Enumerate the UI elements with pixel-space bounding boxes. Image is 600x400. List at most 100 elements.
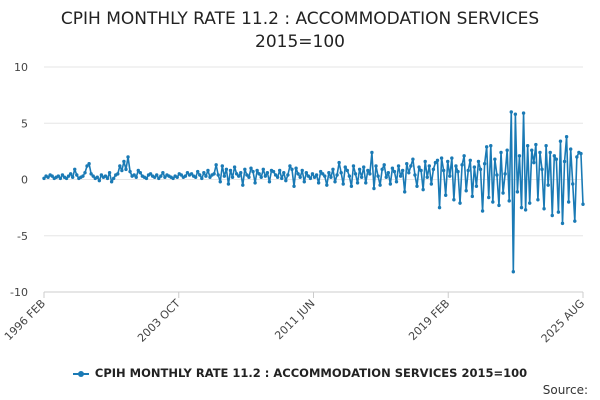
data-point[interactable]	[384, 175, 388, 179]
data-point[interactable]	[290, 167, 294, 172]
data-point[interactable]	[251, 169, 255, 174]
data-point[interactable]	[335, 173, 339, 177]
data-point[interactable]	[202, 171, 206, 175]
data-point[interactable]	[300, 168, 304, 173]
data-point[interactable]	[562, 159, 567, 164]
data-point[interactable]	[243, 167, 247, 172]
data-point[interactable]	[341, 182, 345, 186]
data-point[interactable]	[392, 169, 397, 174]
data-point[interactable]	[193, 175, 198, 179]
data-point[interactable]	[144, 176, 149, 181]
data-point[interactable]	[466, 168, 470, 173]
data-point[interactable]	[443, 193, 448, 197]
data-point[interactable]	[249, 166, 253, 170]
data-point[interactable]	[323, 174, 327, 178]
data-point[interactable]	[196, 169, 200, 174]
data-point[interactable]	[337, 160, 341, 165]
data-point[interactable]	[81, 174, 85, 178]
data-point[interactable]	[161, 171, 165, 175]
data-point[interactable]	[530, 148, 534, 152]
data-point[interactable]	[230, 175, 235, 179]
data-point[interactable]	[534, 142, 538, 147]
data-point[interactable]	[271, 169, 276, 174]
data-point[interactable]	[415, 184, 419, 188]
data-point[interactable]	[68, 172, 73, 176]
data-point[interactable]	[452, 198, 456, 202]
data-point[interactable]	[163, 175, 167, 179]
data-point[interactable]	[495, 173, 499, 177]
data-point[interactable]	[446, 159, 450, 164]
data-point[interactable]	[321, 172, 325, 176]
data-point[interactable]	[550, 213, 554, 218]
data-point[interactable]	[511, 270, 516, 274]
data-point[interactable]	[546, 183, 550, 187]
data-point[interactable]	[411, 157, 415, 161]
data-point[interactable]	[364, 181, 368, 185]
data-point[interactable]	[501, 191, 505, 195]
data-point[interactable]	[116, 172, 120, 176]
data-point[interactable]	[482, 162, 487, 166]
data-point[interactable]	[148, 172, 153, 176]
data-point[interactable]	[523, 208, 528, 212]
data-point[interactable]	[503, 172, 507, 176]
data-point[interactable]	[218, 180, 222, 184]
data-point[interactable]	[103, 174, 108, 178]
data-point[interactable]	[118, 164, 122, 168]
data-point[interactable]	[245, 173, 249, 177]
data-point[interactable]	[255, 168, 259, 173]
data-point[interactable]	[292, 184, 296, 188]
data-point[interactable]	[478, 167, 483, 172]
data-point[interactable]	[120, 168, 124, 173]
data-point[interactable]	[284, 178, 288, 183]
data-point[interactable]	[294, 166, 298, 170]
data-point[interactable]	[185, 171, 190, 175]
data-point[interactable]	[464, 189, 468, 193]
data-point[interactable]	[376, 174, 380, 178]
data-point[interactable]	[558, 139, 563, 143]
data-point[interactable]	[450, 156, 454, 160]
data-point[interactable]	[487, 195, 491, 200]
data-point[interactable]	[472, 165, 477, 169]
data-point[interactable]	[548, 150, 552, 155]
data-point[interactable]	[351, 164, 356, 168]
data-point[interactable]	[302, 180, 306, 184]
data-point[interactable]	[155, 173, 159, 177]
data-point[interactable]	[316, 181, 321, 185]
data-point[interactable]	[222, 174, 227, 178]
data-point[interactable]	[327, 171, 331, 175]
data-point[interactable]	[476, 159, 481, 164]
data-point[interactable]	[433, 160, 438, 165]
data-point[interactable]	[417, 165, 421, 169]
data-point[interactable]	[198, 173, 202, 177]
data-point[interactable]	[493, 157, 497, 161]
data-point[interactable]	[175, 175, 179, 179]
data-point[interactable]	[431, 167, 436, 172]
data-point[interactable]	[308, 176, 313, 181]
data-point[interactable]	[105, 176, 110, 181]
data-point[interactable]	[544, 144, 548, 148]
data-point[interactable]	[409, 164, 413, 168]
data-point[interactable]	[331, 167, 335, 172]
data-point[interactable]	[282, 171, 286, 175]
data-point[interactable]	[216, 173, 220, 177]
data-point[interactable]	[60, 173, 65, 177]
data-point[interactable]	[448, 174, 452, 178]
data-point[interactable]	[437, 205, 442, 210]
data-point[interactable]	[536, 198, 540, 202]
data-point[interactable]	[200, 176, 204, 181]
data-point[interactable]	[70, 175, 75, 179]
data-point[interactable]	[66, 174, 71, 178]
data-point[interactable]	[239, 171, 243, 175]
data-point[interactable]	[359, 175, 364, 179]
data-point[interactable]	[107, 171, 112, 175]
data-point[interactable]	[126, 155, 130, 159]
data-point[interactable]	[378, 183, 382, 187]
data-point[interactable]	[458, 201, 462, 205]
data-point[interactable]	[236, 174, 241, 178]
data-point[interactable]	[267, 180, 272, 184]
data-point[interactable]	[50, 174, 54, 178]
data-point[interactable]	[439, 156, 444, 160]
data-point[interactable]	[345, 168, 350, 173]
data-point[interactable]	[489, 144, 493, 148]
data-point[interactable]	[474, 184, 479, 188]
